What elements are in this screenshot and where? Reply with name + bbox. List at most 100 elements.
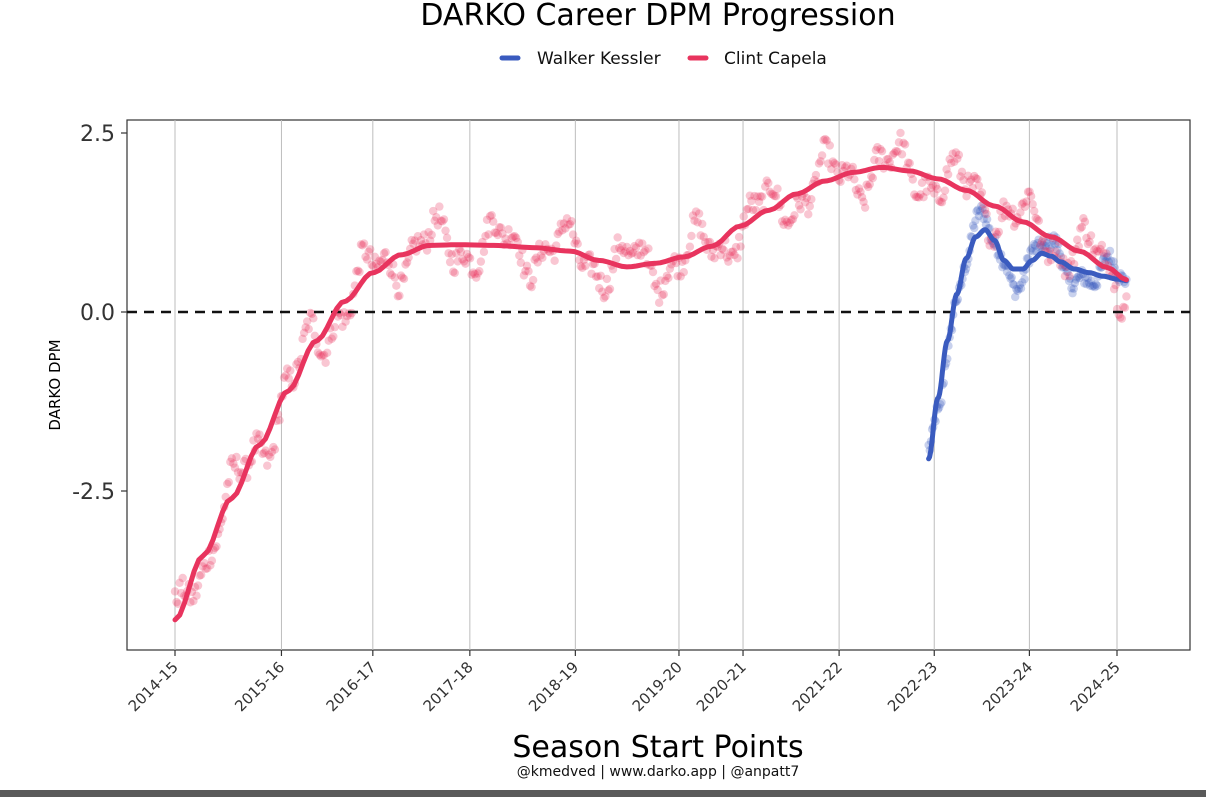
smooth-lines bbox=[172, 164, 1129, 623]
point-clint-capela bbox=[458, 255, 467, 264]
point-clint-capela bbox=[316, 352, 326, 361]
point-clint-capela bbox=[782, 217, 791, 227]
point-clint-capela bbox=[359, 239, 369, 248]
point-clint-capela bbox=[186, 598, 195, 607]
point-walker-kessler bbox=[1081, 273, 1090, 282]
point-clint-capela bbox=[555, 227, 564, 236]
point-clint-capela bbox=[1017, 200, 1027, 209]
point-clint-capela bbox=[396, 271, 406, 280]
point-clint-capela bbox=[266, 452, 275, 462]
x-tick-label: 2023-24 bbox=[979, 658, 1036, 715]
y-tick-label: 0.0 bbox=[80, 301, 115, 326]
point-walker-kessler bbox=[1074, 272, 1083, 281]
point-clint-capela bbox=[315, 350, 324, 359]
point-clint-capela bbox=[717, 244, 727, 253]
point-clint-capela bbox=[435, 202, 444, 211]
point-clint-capela bbox=[508, 232, 518, 241]
point-clint-capela bbox=[342, 311, 352, 321]
point-clint-capela bbox=[468, 268, 478, 277]
x-tick-label: 2016-17 bbox=[323, 658, 380, 715]
point-clint-capela bbox=[200, 558, 209, 568]
point-walker-kessler bbox=[1069, 284, 1078, 293]
point-clint-capela bbox=[900, 140, 910, 149]
x-axis-label: Season Start Points bbox=[512, 730, 803, 765]
point-clint-capela bbox=[788, 215, 798, 224]
point-clint-capela bbox=[456, 247, 466, 256]
chart-caption: @kmedved | www.darko.app | @anpatt7 bbox=[517, 764, 800, 780]
point-clint-capela bbox=[450, 268, 459, 278]
point-clint-capela bbox=[189, 596, 198, 606]
point-clint-capela bbox=[842, 161, 851, 170]
point-clint-capela bbox=[338, 322, 347, 331]
point-clint-capela bbox=[698, 219, 707, 229]
point-clint-capela bbox=[608, 265, 618, 274]
point-clint-capela bbox=[627, 249, 636, 258]
point-walker-kessler bbox=[975, 206, 985, 216]
point-clint-capela bbox=[429, 206, 438, 216]
point-clint-capela bbox=[490, 228, 499, 237]
point-clint-capela bbox=[425, 236, 435, 245]
point-clint-capela bbox=[230, 463, 240, 472]
point-clint-capela bbox=[381, 247, 390, 257]
point-clint-capela bbox=[255, 430, 264, 439]
point-clint-capela bbox=[1028, 200, 1037, 209]
point-clint-capela bbox=[598, 287, 607, 296]
point-clint-capela bbox=[939, 193, 948, 202]
point-walker-kessler bbox=[1066, 274, 1075, 283]
point-clint-capela bbox=[779, 220, 788, 229]
point-clint-capela bbox=[298, 334, 307, 344]
point-clint-capela bbox=[201, 564, 210, 573]
point-clint-capela bbox=[475, 267, 484, 276]
point-clint-capela bbox=[999, 197, 1008, 206]
point-clint-capela bbox=[994, 227, 1004, 237]
chart-title: DARKO Career DPM Progression bbox=[420, 0, 895, 33]
point-clint-capela bbox=[765, 187, 775, 196]
point-clint-capela bbox=[790, 211, 799, 220]
point-clint-capela bbox=[914, 193, 924, 202]
point-clint-capela bbox=[263, 461, 272, 470]
point-clint-capela bbox=[701, 237, 710, 247]
point-clint-capela bbox=[619, 248, 629, 258]
x-tick-label: 2017-18 bbox=[420, 658, 477, 715]
point-clint-capela bbox=[868, 173, 878, 183]
point-clint-capela bbox=[693, 218, 702, 227]
point-clint-capela bbox=[293, 357, 303, 367]
point-walker-kessler bbox=[1090, 282, 1100, 292]
y-axis-label: DARKO DPM bbox=[46, 339, 64, 430]
point-clint-capela bbox=[467, 270, 476, 279]
point-clint-capela bbox=[661, 276, 670, 286]
plot-panel bbox=[126, 119, 1191, 651]
point-walker-kessler bbox=[1053, 245, 1062, 255]
point-clint-capela bbox=[956, 172, 965, 181]
point-clint-capela bbox=[993, 230, 1002, 239]
point-clint-capela bbox=[1085, 237, 1094, 247]
point-walker-kessler bbox=[1085, 281, 1095, 290]
point-clint-capela bbox=[430, 216, 439, 225]
point-clint-capela bbox=[522, 261, 532, 270]
point-clint-capela bbox=[615, 243, 624, 253]
point-clint-capela bbox=[919, 192, 928, 202]
point-clint-capela bbox=[519, 271, 529, 280]
point-clint-capela bbox=[910, 190, 919, 199]
point-clint-capela bbox=[292, 360, 301, 369]
point-clint-capela bbox=[358, 241, 367, 250]
point-clint-capela bbox=[638, 239, 647, 248]
legend-label-walker-kessler: Walker Kessler bbox=[537, 49, 661, 69]
point-clint-capela bbox=[725, 251, 735, 260]
point-clint-capela bbox=[820, 134, 830, 144]
point-clint-capela bbox=[379, 249, 389, 258]
point-clint-capela bbox=[1065, 271, 1074, 281]
point-walker-kessler bbox=[1026, 246, 1035, 255]
point-clint-capela bbox=[731, 242, 741, 252]
point-clint-capela bbox=[447, 250, 456, 259]
x-tick-label: 2020-21 bbox=[693, 658, 750, 715]
point-clint-capela bbox=[264, 450, 273, 459]
point-clint-capela bbox=[694, 209, 704, 218]
point-clint-capela bbox=[796, 205, 805, 214]
point-clint-capela bbox=[532, 253, 541, 262]
point-clint-capela bbox=[481, 231, 490, 241]
point-clint-capela bbox=[945, 154, 954, 164]
point-walker-kessler bbox=[1089, 281, 1098, 290]
point-clint-capela bbox=[568, 230, 578, 239]
